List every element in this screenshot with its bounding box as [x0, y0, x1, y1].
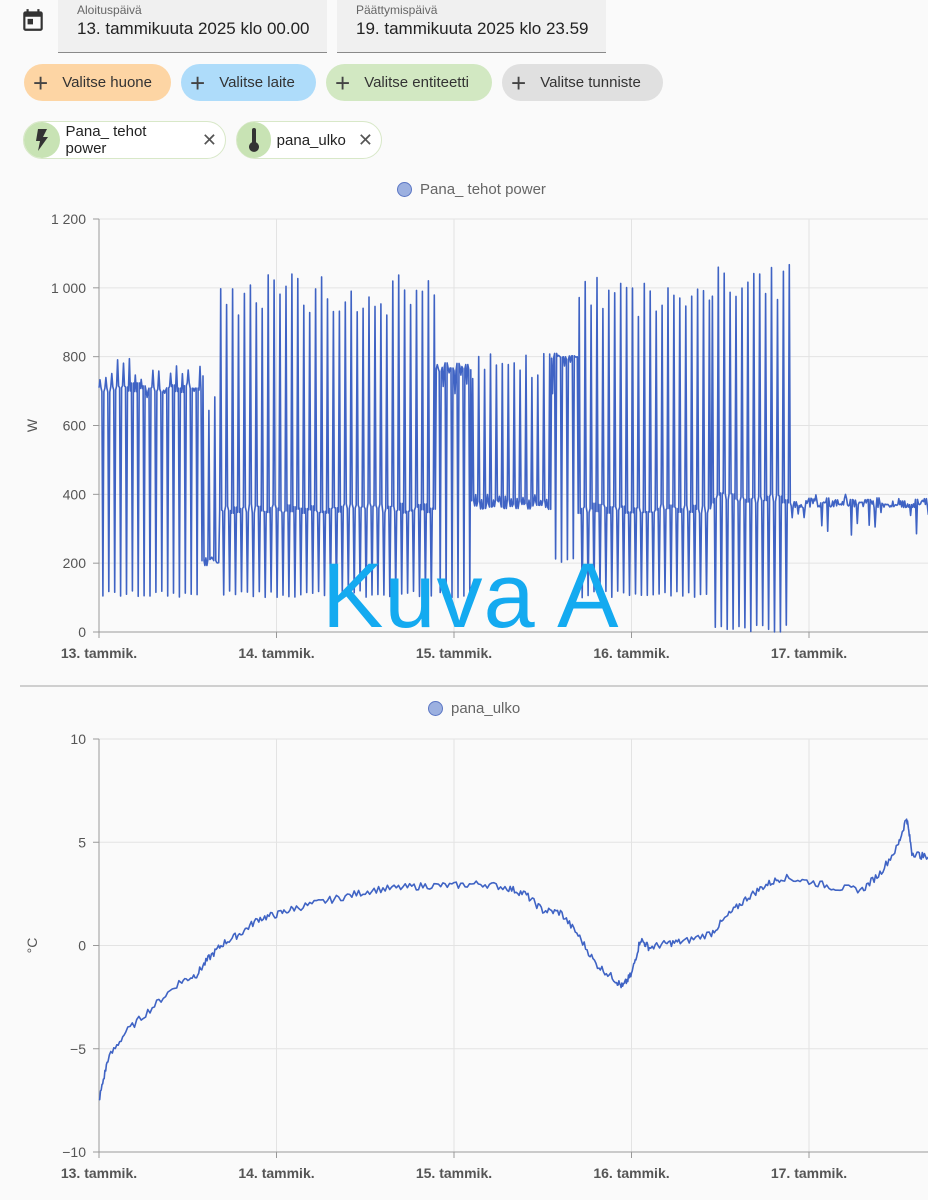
series-line-temperature — [98, 818, 928, 1101]
entity-chip-temperature[interactable]: pana_ulko ✕ — [236, 121, 382, 159]
y-tick-label: 1 200 — [51, 211, 86, 227]
y-tick-label: 800 — [63, 349, 87, 365]
y-tick-label: −5 — [70, 1041, 86, 1057]
plus-icon: + — [335, 67, 351, 98]
x-tick-label: 17. tammik. — [771, 645, 847, 661]
watermark-text: Kuva A — [322, 545, 620, 647]
x-tick-label: 14. tammik. — [238, 1165, 314, 1181]
x-tick-label: 14. tammik. — [238, 645, 314, 661]
choose-device-label: Valitse laite — [219, 74, 295, 91]
entity-chip-power[interactable]: Pana_ tehot power ✕ — [23, 121, 226, 159]
plus-icon: + — [511, 67, 527, 98]
y-tick-label: 0 — [78, 938, 86, 954]
start-date-value[interactable]: 13. tammikuuta 2025 klo 00.00 — [77, 19, 310, 38]
x-tick-label: 16. tammik. — [593, 645, 669, 661]
choose-area-button[interactable]: + Valitse huone — [24, 64, 171, 101]
choose-device-button[interactable]: + Valitse laite — [181, 64, 316, 101]
y-tick-label: 600 — [63, 418, 87, 434]
end-date-label: Päättymispäivä — [356, 3, 438, 17]
power-chart-legend-label: Pana_ tehot power — [420, 181, 546, 198]
start-date-field[interactable]: Aloituspäivä 13. tammikuuta 2025 klo 00.… — [58, 0, 327, 53]
end-date-value[interactable]: 19. tammikuuta 2025 klo 23.59 — [356, 19, 589, 38]
power-chart-legend[interactable]: Pana_ tehot power — [397, 181, 546, 198]
close-icon[interactable]: ✕ — [201, 129, 217, 150]
plus-icon: + — [190, 67, 206, 98]
close-icon[interactable]: ✕ — [357, 129, 373, 150]
x-tick-label: 15. tammik. — [416, 1165, 492, 1181]
calendar-icon[interactable] — [20, 6, 46, 34]
start-date-label: Aloituspäivä — [77, 3, 142, 17]
temperature-chart-legend-label: pana_ulko — [451, 700, 521, 717]
end-date-field[interactable]: Päättymispäivä 19. tammikuuta 2025 klo 2… — [337, 0, 606, 53]
choose-entity-label: Valitse entiteetti — [364, 74, 469, 91]
choose-label-label: Valitse tunniste — [540, 74, 641, 91]
y-tick-label: 400 — [63, 486, 87, 502]
choose-entity-button[interactable]: + Valitse entiteetti — [326, 64, 492, 101]
y-tick-label: 200 — [63, 555, 87, 571]
y-axis-label: W — [24, 418, 40, 432]
x-tick-label: 15. tammik. — [416, 645, 492, 661]
choose-label-button[interactable]: + Valitse tunniste — [502, 64, 663, 101]
y-tick-label: 1 000 — [51, 280, 86, 296]
chart-divider — [20, 685, 928, 687]
series-line-power — [98, 263, 928, 633]
thermometer-icon — [237, 122, 271, 158]
x-tick-label: 17. tammik. — [771, 1165, 847, 1181]
x-tick-label: 13. tammik. — [61, 1165, 137, 1181]
temperature-chart: −10 −5 0 5 10 13. tammik. 14. tammik. 15. tammi… — [24, 731, 928, 1181]
plus-icon: + — [33, 67, 49, 98]
legend-dot — [428, 701, 443, 716]
y-tick-label: 0 — [78, 624, 86, 640]
temperature-chart-legend[interactable]: pana_ulko — [428, 700, 520, 717]
y-axis-label: °C — [24, 938, 40, 954]
entity-chip-temperature-label: pana_ulko — [276, 131, 346, 149]
power-chart: 0 200 400 600 800 1 000 1 200 13. tammik. 14. ta… — [24, 211, 928, 661]
entity-chip-power-label: Pana_ tehot power — [65, 123, 147, 157]
y-tick-label: −10 — [62, 1144, 86, 1160]
lightning-bolt-icon — [24, 122, 60, 158]
x-tick-label: 16. tammik. — [593, 1165, 669, 1181]
legend-dot — [397, 182, 412, 197]
y-tick-label: 5 — [78, 834, 86, 850]
x-tick-label: 13. tammik. — [61, 645, 137, 661]
choose-area-label: Valitse huone — [62, 74, 152, 91]
y-tick-label: 10 — [70, 731, 86, 747]
